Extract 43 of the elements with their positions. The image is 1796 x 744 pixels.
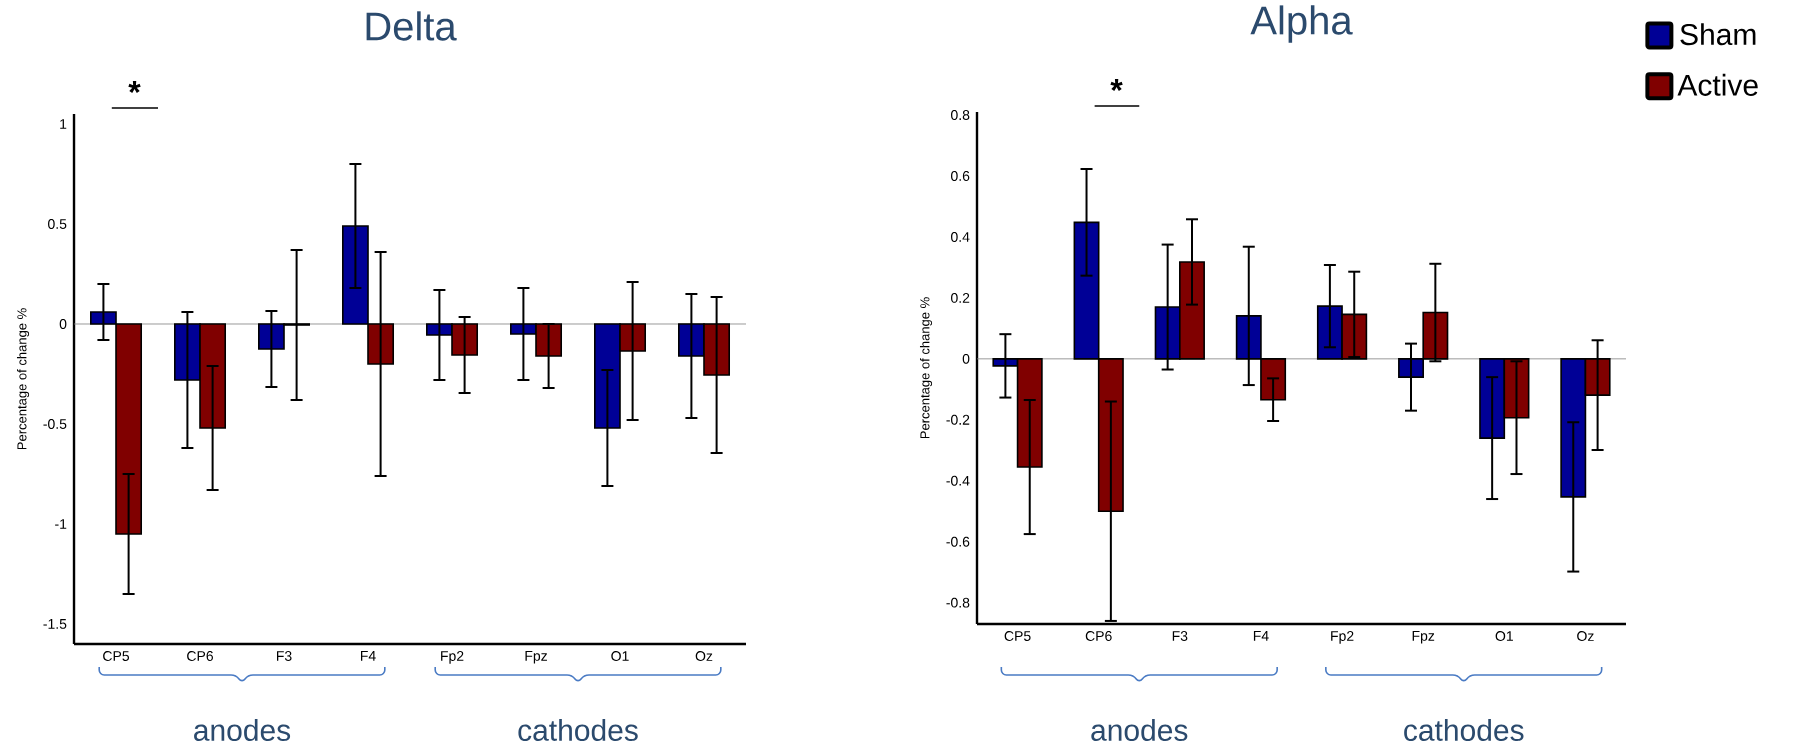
- y-tick-label: -0.2: [946, 414, 970, 425]
- y-tick-label: -0.5: [43, 419, 67, 429]
- x-tick-label: Fp2: [1331, 631, 1354, 644]
- y-tick-label: -1.5: [43, 619, 67, 629]
- x-tick-label: Oz: [695, 651, 713, 661]
- y-tick-label: 0.8: [951, 110, 970, 120]
- y-tick-label: 0: [59, 319, 67, 329]
- y-axis-title: Percentage of change %: [16, 308, 30, 450]
- y-tick-label: -0.8: [946, 597, 970, 608]
- y-tick-label: -0.6: [946, 536, 970, 547]
- y-tick-label: -0.4: [946, 475, 970, 486]
- x-tick-label: F3: [277, 651, 292, 661]
- chart-title: Delta: [366, 11, 457, 41]
- x-tick-label: CP5: [1004, 631, 1031, 641]
- x-tick-label: Oz: [1577, 631, 1594, 641]
- text: cathodes: [518, 718, 638, 741]
- y-tick-label: 1: [60, 119, 67, 129]
- y-tick-label: 0.6: [951, 171, 970, 181]
- y-tick-label: 0: [962, 353, 970, 364]
- text: anodes: [194, 718, 291, 741]
- x-tick-label: CP6: [1085, 631, 1112, 641]
- y-tick-label: 0.4: [951, 232, 970, 242]
- x-tick-label: O1: [1495, 631, 1513, 641]
- x-tick-label: CP5: [103, 651, 130, 661]
- text: *: [128, 80, 141, 93]
- x-tick-label: CP6: [187, 651, 213, 661]
- legend-label: Active: [1677, 73, 1758, 96]
- x-tick-label: Fpz: [525, 651, 547, 664]
- x-tick-label: F3: [1172, 631, 1188, 641]
- x-tick-label: Fp2: [441, 651, 464, 664]
- text: *: [1110, 79, 1123, 91]
- y-axis-title: Percentage of change %: [919, 297, 933, 439]
- y-tick-label: 0.5: [48, 219, 67, 229]
- y-tick-label: -1: [55, 519, 67, 529]
- legend-label: Sham: [1680, 23, 1756, 46]
- text: anodes: [1091, 718, 1188, 741]
- x-tick-label: O1: [611, 651, 629, 661]
- x-tick-label: F4: [361, 651, 376, 661]
- x-tick-label: F4: [1253, 631, 1269, 641]
- y-tick-label: 0.2: [951, 292, 970, 303]
- chart-title: Alpha: [1250, 5, 1353, 43]
- text: cathodes: [1404, 718, 1524, 741]
- x-tick-label: Fpz: [1412, 631, 1435, 644]
